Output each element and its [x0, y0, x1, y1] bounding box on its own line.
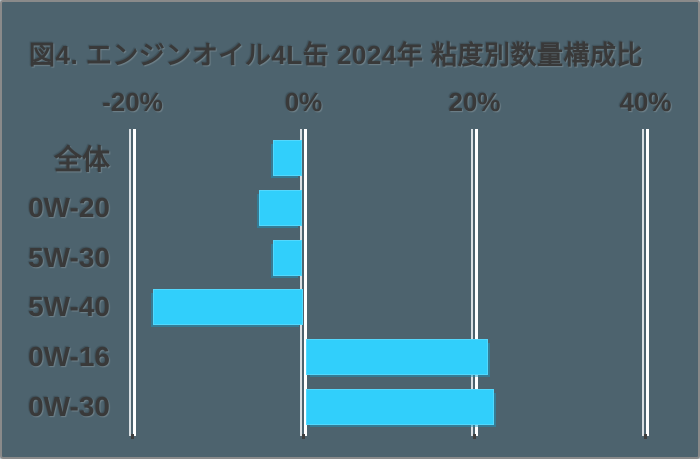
bar: [272, 239, 303, 276]
category-label: 0W-16: [28, 341, 110, 373]
category-label: 全体: [53, 144, 110, 175]
gridline: [470, 129, 478, 436]
category-label: 5W-30: [28, 241, 110, 273]
x-axis-tick-label: 0%: [284, 87, 323, 117]
gridline: [641, 129, 649, 436]
bar: [305, 389, 494, 425]
bar: [305, 339, 489, 376]
category-label: 0W-20: [28, 191, 110, 223]
x-axis-tick-mark: [644, 434, 647, 439]
bar: [152, 289, 303, 326]
gridline: [299, 129, 307, 436]
category-label: 5W-40: [28, 291, 110, 323]
x-axis-tick-label: 20%: [448, 87, 501, 117]
x-axis-tick-label: 40%: [619, 87, 672, 117]
category-label: 0W-30: [28, 391, 110, 422]
x-axis-tick-mark: [473, 434, 476, 439]
bar: [258, 189, 303, 226]
bar: [273, 140, 303, 176]
gridline: [128, 129, 136, 436]
chart-title: 図4. エンジンオイル4L缶 2024年 粘度別数量構成比: [29, 40, 644, 70]
x-axis-tick-mark: [131, 434, 134, 439]
x-axis-tick-label: -20%: [102, 87, 163, 117]
x-axis-tick-mark: [302, 434, 305, 439]
